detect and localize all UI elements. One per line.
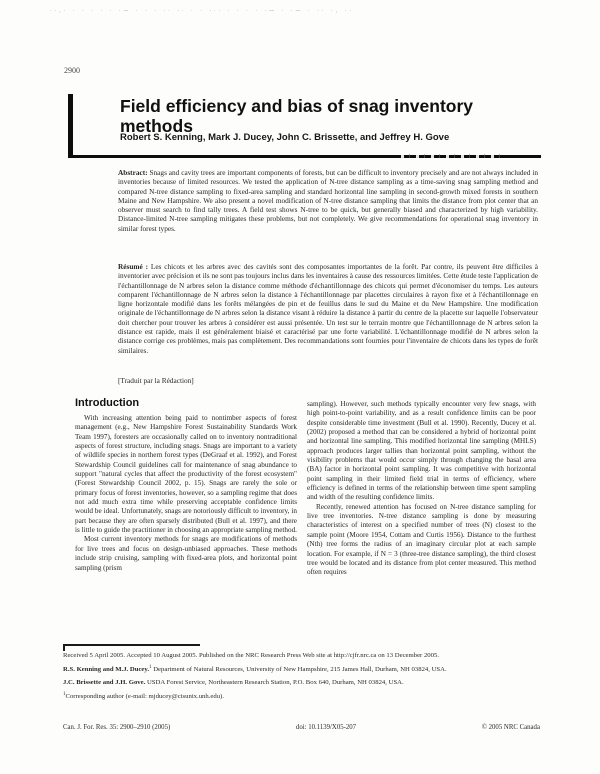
affiliation-1-text: Department of Natural Resources, Univers… bbox=[151, 665, 447, 673]
intro-column-left: With increasing attention being paid to … bbox=[75, 414, 297, 573]
header-rule-scan-noise bbox=[395, 154, 505, 158]
page-number: 2900 bbox=[64, 66, 80, 75]
affiliation-2-text: USDA Forest Service, Northeastern Resear… bbox=[145, 679, 404, 687]
abstract-text: Snags and cavity trees are important com… bbox=[118, 168, 538, 233]
introduction-heading: Introduction bbox=[75, 397, 140, 409]
translation-note: [Traduit par la Rédaction] bbox=[118, 376, 194, 385]
corresponding-author-text: Corresponding author (e-mail: mjducey@ci… bbox=[65, 692, 224, 700]
affiliation-2-names: J.C. Brissette and J.H. Gove. bbox=[63, 679, 146, 687]
doi: doi: 10.1139/X05-207 bbox=[295, 724, 357, 731]
received-dates: Received 5 April 2005. Accepted 10 Augus… bbox=[63, 652, 439, 659]
resume-label: Résumé : bbox=[118, 262, 149, 271]
abstract-label: Abstract: bbox=[118, 168, 148, 177]
corresponding-author-note: 1Corresponding author (e-mail: mjducey@c… bbox=[63, 691, 540, 702]
intro-paragraph: Most current inventory methods for snags… bbox=[75, 535, 297, 572]
resume-paragraph: Résumé : Les chicots et les arbres avec … bbox=[118, 262, 538, 355]
footnotes-block: Received 5 April 2005. Accepted 10 Augus… bbox=[63, 652, 540, 706]
intro-paragraph: With increasing attention being paid to … bbox=[75, 414, 297, 535]
affiliation-2: J.C. Brissette and J.H. Gove. USDA Fores… bbox=[63, 679, 540, 688]
scan-noise-header: ··,· · · · · · ·— · · · ·· ·· · · ··· · … bbox=[50, 8, 354, 14]
journal-citation: Can. J. For. Res. 35: 2900–2910 (2005) bbox=[63, 724, 171, 731]
abstract-paragraph: Abstract: Snags and cavity trees are imp… bbox=[118, 168, 538, 233]
journal-footer: Can. J. For. Res. 35: 2900–2910 (2005) d… bbox=[63, 724, 540, 731]
title-accent-bar bbox=[68, 94, 73, 158]
corresponding-superscript: 1 bbox=[63, 691, 66, 697]
header-rule bbox=[68, 155, 541, 158]
copyright: © 2005 NRC Canada bbox=[481, 724, 540, 731]
article-authors: Robert S. Kenning, Mark J. Ducey, John C… bbox=[120, 132, 450, 143]
article-title: Field efficiency and bias of snag invent… bbox=[120, 96, 473, 136]
footnote-rule-stub bbox=[63, 644, 65, 651]
intro-paragraph: Recently, renewed attention has focused … bbox=[307, 502, 536, 577]
intro-column-right: sampling). However, such methods typical… bbox=[307, 400, 536, 578]
resume-text: Les chicots et les arbres avec des cavit… bbox=[118, 262, 539, 355]
intro-paragraph: sampling). However, such methods typical… bbox=[307, 400, 536, 502]
footnote-rule bbox=[63, 644, 200, 646]
affiliation-1: R.S. Kenning and M.J. Ducey.1 Department… bbox=[63, 664, 540, 675]
affiliation-1-names: R.S. Kenning and M.J. Ducey. bbox=[63, 665, 150, 673]
corresponding-superscript: 1 bbox=[149, 664, 152, 670]
